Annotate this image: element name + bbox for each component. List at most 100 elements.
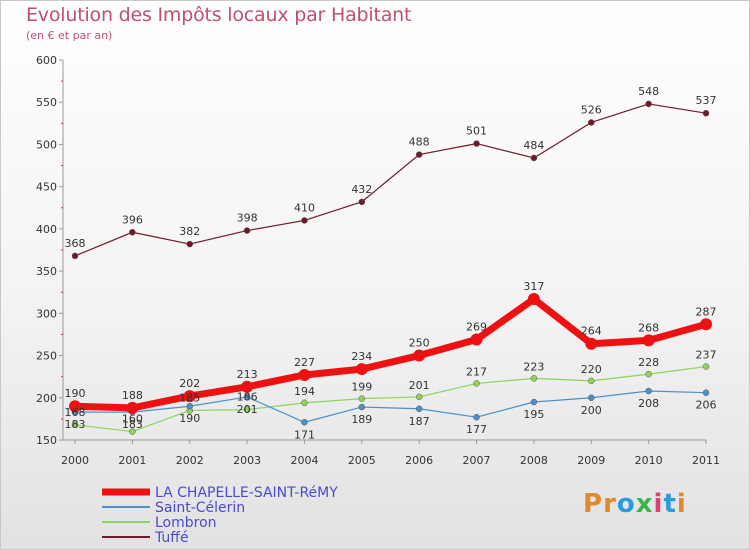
data-point bbox=[301, 217, 308, 224]
data-point bbox=[301, 399, 308, 407]
data-label: 537 bbox=[696, 94, 717, 107]
data-point bbox=[642, 334, 655, 347]
data-point bbox=[71, 421, 79, 429]
y-tick-label: 300 bbox=[36, 307, 57, 320]
y-tick-label: 500 bbox=[36, 138, 57, 151]
y-tick-label: 350 bbox=[36, 265, 57, 278]
data-label: 501 bbox=[466, 125, 487, 138]
x-tick-label: 2009 bbox=[577, 454, 605, 467]
data-point bbox=[585, 337, 598, 350]
data-point bbox=[530, 154, 538, 162]
logo-letter: P bbox=[583, 489, 604, 519]
y-tick-label: 150 bbox=[36, 434, 57, 447]
data-point bbox=[588, 394, 595, 402]
data-point bbox=[473, 380, 480, 387]
data-point bbox=[588, 119, 595, 126]
data-point bbox=[700, 318, 712, 331]
x-tick-label: 2000 bbox=[61, 454, 89, 467]
legend-label: LA CHAPELLE-SAINT-RéMY bbox=[155, 485, 338, 501]
legend-label: Saint-Célerin bbox=[155, 500, 245, 516]
data-point bbox=[358, 395, 366, 402]
data-point bbox=[588, 377, 595, 385]
data-label: 234 bbox=[351, 350, 372, 363]
data-label: 317 bbox=[523, 280, 544, 293]
data-point bbox=[243, 406, 251, 413]
logo-letter: x bbox=[635, 489, 654, 519]
logo-letter: t bbox=[663, 489, 677, 519]
series-line-4 bbox=[75, 390, 707, 423]
data-label: 488 bbox=[409, 136, 430, 149]
data-point bbox=[702, 389, 710, 396]
data-point bbox=[129, 229, 136, 236]
data-label: 186 bbox=[237, 391, 258, 404]
data-label: 194 bbox=[294, 385, 315, 398]
axes: 150 200 250 300 350 400 450 500 550 600 2000 2001 20… bbox=[36, 54, 720, 467]
data-label: 199 bbox=[351, 381, 372, 394]
data-labels: 3683963823984104324885014845265485371681… bbox=[65, 85, 717, 441]
data-label: 200 bbox=[581, 404, 602, 417]
logo-letter: r bbox=[603, 489, 617, 519]
data-point bbox=[530, 398, 538, 406]
data-label: 484 bbox=[523, 139, 544, 152]
x-tick-label: 2011 bbox=[692, 454, 720, 467]
data-label: 432 bbox=[351, 183, 372, 196]
data-label: 187 bbox=[409, 415, 430, 428]
data-point bbox=[186, 240, 193, 248]
data-label: 202 bbox=[179, 377, 200, 390]
data-point bbox=[645, 370, 652, 378]
data-label: 223 bbox=[523, 360, 544, 373]
data-label: 213 bbox=[237, 368, 258, 381]
data-label: 396 bbox=[122, 213, 143, 226]
data-point bbox=[241, 380, 254, 393]
logo-letter: i bbox=[653, 489, 664, 519]
data-label: 190 bbox=[179, 412, 200, 425]
data-label: 189 bbox=[351, 413, 372, 426]
data-point bbox=[298, 368, 311, 381]
y-tick-label: 600 bbox=[36, 54, 57, 67]
data-point bbox=[415, 151, 423, 158]
x-tick-label: 2004 bbox=[290, 454, 318, 467]
data-label: 188 bbox=[122, 389, 143, 402]
data-point bbox=[186, 402, 193, 410]
data-label: 237 bbox=[696, 349, 717, 362]
series-line-1 bbox=[74, 103, 707, 257]
data-label: 220 bbox=[581, 363, 602, 376]
legend: LA CHAPELLE-SAINT-RéMYSaint-CélerinLombr… bbox=[102, 485, 338, 546]
series-line-3 bbox=[74, 365, 707, 433]
data-label: 183 bbox=[65, 418, 86, 431]
data-label: 185 bbox=[179, 391, 200, 404]
data-point bbox=[473, 413, 480, 421]
data-label: 287 bbox=[696, 305, 717, 318]
data-point bbox=[358, 403, 366, 411]
data-label: 160 bbox=[122, 413, 143, 426]
data-label: 201 bbox=[237, 403, 258, 416]
data-label: 217 bbox=[466, 365, 487, 378]
series-line-2 bbox=[74, 295, 707, 412]
data-point bbox=[413, 349, 426, 362]
data-label: 250 bbox=[409, 337, 430, 350]
data-label: 190 bbox=[65, 387, 86, 400]
x-tick-label: 2008 bbox=[520, 454, 548, 467]
data-point bbox=[530, 375, 538, 382]
data-label: 201 bbox=[409, 379, 430, 392]
data-label: 228 bbox=[638, 356, 659, 369]
data-point bbox=[527, 292, 540, 305]
data-point bbox=[301, 419, 308, 426]
x-tick-label: 2002 bbox=[176, 454, 204, 467]
data-point bbox=[243, 227, 251, 234]
y-tick-label: 550 bbox=[36, 96, 57, 109]
y-tick-label: 450 bbox=[36, 181, 57, 194]
data-label: 526 bbox=[581, 103, 602, 116]
y-tick-label: 250 bbox=[36, 350, 57, 363]
data-label: 264 bbox=[581, 325, 602, 338]
data-point bbox=[645, 387, 652, 395]
x-tick-label: 2003 bbox=[233, 454, 261, 467]
series-lines bbox=[69, 100, 712, 435]
x-tick-label: 2006 bbox=[405, 454, 433, 467]
data-point bbox=[645, 100, 652, 108]
x-tick-label: 2007 bbox=[463, 454, 491, 467]
data-label: 171 bbox=[294, 428, 315, 441]
data-label: 195 bbox=[523, 408, 544, 421]
